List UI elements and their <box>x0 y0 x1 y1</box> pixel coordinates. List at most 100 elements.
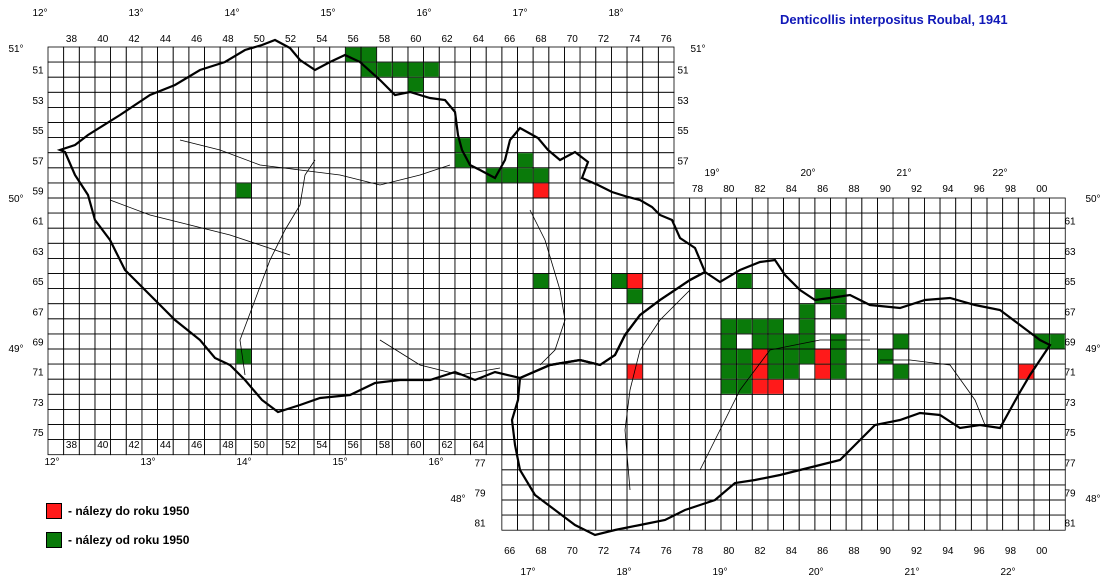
grid-cell <box>141 137 158 154</box>
grid-cell <box>344 408 362 425</box>
cz-row-label-left: 61 <box>32 217 44 228</box>
grid-cell <box>485 378 503 395</box>
grid-cell <box>1033 288 1050 305</box>
grid-cell <box>579 61 597 78</box>
grid-cell <box>564 91 581 108</box>
grid-cell <box>344 227 362 244</box>
grid-cell <box>924 197 941 214</box>
grid-cell <box>970 318 988 335</box>
sk-row-label-left: 77 <box>474 458 486 469</box>
cz-col-label-bottom: 50 <box>254 440 266 451</box>
grid-cell <box>532 122 550 139</box>
grid-cell <box>657 137 675 154</box>
grid-cell <box>423 288 440 305</box>
grid-cell <box>329 333 346 350</box>
grid-cell <box>63 288 80 305</box>
cz-row-label-left: 69 <box>32 337 44 348</box>
grid-cell <box>172 408 190 425</box>
grid-cell <box>657 167 675 184</box>
grid-cell <box>970 242 988 259</box>
grid-cell <box>595 393 612 410</box>
grid-cell <box>251 46 268 63</box>
grid-cell <box>94 76 111 93</box>
grid-cell <box>1017 273 1035 290</box>
grid-cell <box>344 137 362 154</box>
grid-cell <box>657 76 675 93</box>
grid-cell <box>391 318 409 335</box>
grid-cell <box>235 152 252 169</box>
grid-cell <box>485 61 503 78</box>
grid-cell <box>877 454 894 471</box>
grid-cell <box>657 424 675 441</box>
grid-cell <box>407 227 425 244</box>
grid-cell <box>626 61 644 78</box>
grid-cell <box>611 122 628 139</box>
grid-cell <box>892 499 910 516</box>
grid-cell <box>251 424 268 441</box>
grid-cell <box>642 408 659 425</box>
grid-cell <box>767 454 784 471</box>
grid-cell <box>297 303 315 320</box>
grid-cell <box>751 408 769 425</box>
grid-cell <box>157 288 174 305</box>
grid-cell <box>579 107 597 123</box>
grid-cell <box>423 257 440 274</box>
grid-cell <box>454 378 471 395</box>
grid-cell <box>1033 273 1050 290</box>
grid-cell <box>814 212 831 229</box>
grid-cell <box>204 137 221 154</box>
grid-cell <box>877 378 894 395</box>
grid-cell <box>736 514 753 531</box>
grid-cell <box>407 46 425 63</box>
grid-cell <box>204 348 221 365</box>
record-since-1950 <box>831 364 846 379</box>
grid-cell <box>532 333 550 350</box>
grid-cell <box>376 182 393 199</box>
grid-cell <box>297 439 315 456</box>
grid-cell <box>955 197 972 214</box>
grid-cell <box>564 288 581 305</box>
grid-cell <box>736 424 753 441</box>
grid-cell <box>689 393 706 410</box>
grid-cell <box>892 318 910 335</box>
grid-cell <box>360 273 378 290</box>
grid-cell <box>564 167 581 184</box>
grid-cell <box>485 393 503 410</box>
grid-cell <box>564 107 581 123</box>
grid-cell <box>157 137 174 154</box>
grid-cell <box>297 227 315 244</box>
grid-cell <box>517 46 534 63</box>
grid-cell <box>376 242 393 259</box>
grid-cell <box>313 303 331 320</box>
grid-cell <box>564 393 581 410</box>
grid-cell <box>548 514 565 531</box>
grid-cell <box>861 469 878 486</box>
grid-cell <box>78 424 96 441</box>
sk-col-label-bottom: 90 <box>880 546 892 557</box>
sk-col-label-bottom: 72 <box>598 546 610 557</box>
grid-cell <box>673 333 691 350</box>
grid-cell <box>391 137 409 154</box>
lon-label-top: 18° <box>608 8 623 19</box>
grid-cell <box>924 484 941 501</box>
grid-cell <box>814 393 831 410</box>
grid-cell <box>329 137 346 154</box>
grid-cell <box>611 439 628 456</box>
record-since-1950 <box>737 319 752 334</box>
grid-cell <box>47 318 65 335</box>
grid-cell <box>204 212 221 229</box>
grid-cell <box>751 393 769 410</box>
grid-cell <box>517 182 534 199</box>
grid-cell <box>548 378 565 395</box>
grid-cell <box>642 333 659 350</box>
grid-cell <box>266 107 284 123</box>
grid-cell <box>517 242 534 259</box>
grid-cell <box>642 288 659 305</box>
grid-cell <box>798 273 816 290</box>
grid-cell <box>595 288 612 305</box>
grid-cell <box>313 212 331 229</box>
grid-cell <box>1049 378 1066 395</box>
grid-cell <box>470 318 487 335</box>
grid-cell <box>313 408 331 425</box>
grid-cell <box>657 378 675 395</box>
